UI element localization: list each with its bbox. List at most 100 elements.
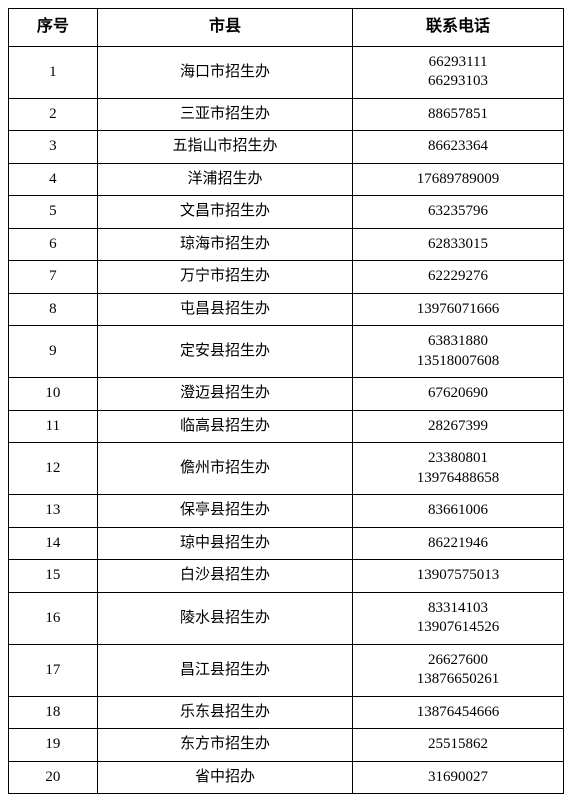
cell-city: 海口市招生办: [97, 46, 352, 98]
cell-seq: 17: [9, 644, 98, 696]
cell-phone: 83661006: [353, 495, 564, 528]
cell-phone: 17689789009: [353, 163, 564, 196]
table-row: 5文昌市招生办63235796: [9, 196, 564, 229]
cell-phone: 86623364: [353, 131, 564, 164]
cell-phone: 13907575013: [353, 560, 564, 593]
table-row: 12儋州市招生办2338080113976488658: [9, 443, 564, 495]
phone-number: 28267399: [357, 417, 559, 437]
cell-seq: 10: [9, 378, 98, 411]
phone-number: 83661006: [357, 501, 559, 521]
cell-seq: 9: [9, 326, 98, 378]
cell-city: 三亚市招生办: [97, 98, 352, 131]
cell-seq: 2: [9, 98, 98, 131]
cell-phone: 2662760013876650261: [353, 644, 564, 696]
cell-city: 洋浦招生办: [97, 163, 352, 196]
phone-number: 13518007608: [357, 352, 559, 372]
cell-phone: 88657851: [353, 98, 564, 131]
cell-phone: 13976071666: [353, 293, 564, 326]
cell-phone: 62833015: [353, 228, 564, 261]
table-row: 11临高县招生办28267399: [9, 410, 564, 443]
cell-seq: 4: [9, 163, 98, 196]
phone-number: 17689789009: [357, 170, 559, 190]
cell-city: 万宁市招生办: [97, 261, 352, 294]
cell-seq: 16: [9, 592, 98, 644]
cell-seq: 15: [9, 560, 98, 593]
cell-seq: 8: [9, 293, 98, 326]
cell-phone: 31690027: [353, 761, 564, 794]
phone-number: 25515862: [357, 735, 559, 755]
cell-city: 琼中县招生办: [97, 527, 352, 560]
cell-city: 儋州市招生办: [97, 443, 352, 495]
cell-phone: 86221946: [353, 527, 564, 560]
table-row: 4洋浦招生办17689789009: [9, 163, 564, 196]
table-row: 13保亭县招生办83661006: [9, 495, 564, 528]
table-row: 10澄迈县招生办67620690: [9, 378, 564, 411]
table-row: 3五指山市招生办86623364: [9, 131, 564, 164]
cell-phone: 62229276: [353, 261, 564, 294]
cell-city: 白沙县招生办: [97, 560, 352, 593]
cell-seq: 11: [9, 410, 98, 443]
cell-city: 屯昌县招生办: [97, 293, 352, 326]
phone-number: 86221946: [357, 534, 559, 554]
table-row: 6琼海市招生办62833015: [9, 228, 564, 261]
phone-number: 13907614526: [357, 618, 559, 638]
cell-city: 保亭县招生办: [97, 495, 352, 528]
cell-seq: 3: [9, 131, 98, 164]
cell-seq: 13: [9, 495, 98, 528]
cell-city: 昌江县招生办: [97, 644, 352, 696]
cell-city: 澄迈县招生办: [97, 378, 352, 411]
phone-number: 67620690: [357, 384, 559, 404]
phone-number: 26627600: [357, 651, 559, 671]
cell-phone: 13876454666: [353, 696, 564, 729]
col-header-phone: 联系电话: [353, 9, 564, 47]
table-row: 18乐东县招生办13876454666: [9, 696, 564, 729]
table-row: 16陵水县招生办8331410313907614526: [9, 592, 564, 644]
table-body: 1海口市招生办66293111662931032三亚市招生办886578513五…: [9, 46, 564, 794]
cell-seq: 14: [9, 527, 98, 560]
cell-city: 省中招办: [97, 761, 352, 794]
phone-number: 66293111: [357, 53, 559, 73]
cell-seq: 12: [9, 443, 98, 495]
cell-seq: 19: [9, 729, 98, 762]
cell-seq: 18: [9, 696, 98, 729]
phone-number: 13876650261: [357, 670, 559, 690]
table-row: 9定安县招生办6383188013518007608: [9, 326, 564, 378]
table-row: 7万宁市招生办62229276: [9, 261, 564, 294]
table-row: 17昌江县招生办2662760013876650261: [9, 644, 564, 696]
cell-city: 陵水县招生办: [97, 592, 352, 644]
table-row: 19东方市招生办25515862: [9, 729, 564, 762]
phone-number: 13907575013: [357, 566, 559, 586]
phone-number: 66293103: [357, 72, 559, 92]
table-row: 15白沙县招生办13907575013: [9, 560, 564, 593]
contacts-table: 序号 市县 联系电话 1海口市招生办66293111662931032三亚市招生…: [8, 8, 564, 794]
cell-city: 文昌市招生办: [97, 196, 352, 229]
cell-phone: 6629311166293103: [353, 46, 564, 98]
phone-number: 86623364: [357, 137, 559, 157]
table-row: 1海口市招生办6629311166293103: [9, 46, 564, 98]
cell-seq: 6: [9, 228, 98, 261]
table-row: 8屯昌县招生办13976071666: [9, 293, 564, 326]
phone-number: 31690027: [357, 768, 559, 788]
cell-phone: 28267399: [353, 410, 564, 443]
cell-city: 临高县招生办: [97, 410, 352, 443]
cell-phone: 63235796: [353, 196, 564, 229]
phone-number: 13876454666: [357, 703, 559, 723]
cell-phone: 2338080113976488658: [353, 443, 564, 495]
cell-seq: 20: [9, 761, 98, 794]
col-header-city: 市县: [97, 9, 352, 47]
cell-phone: 25515862: [353, 729, 564, 762]
cell-phone: 67620690: [353, 378, 564, 411]
cell-seq: 5: [9, 196, 98, 229]
phone-number: 62833015: [357, 235, 559, 255]
phone-number: 88657851: [357, 105, 559, 125]
phone-number: 83314103: [357, 599, 559, 619]
cell-city: 乐东县招生办: [97, 696, 352, 729]
cell-phone: 8331410313907614526: [353, 592, 564, 644]
table-row: 14琼中县招生办86221946: [9, 527, 564, 560]
cell-seq: 7: [9, 261, 98, 294]
cell-seq: 1: [9, 46, 98, 98]
cell-city: 定安县招生办: [97, 326, 352, 378]
cell-city: 五指山市招生办: [97, 131, 352, 164]
phone-number: 63831880: [357, 332, 559, 352]
table-row: 2三亚市招生办88657851: [9, 98, 564, 131]
